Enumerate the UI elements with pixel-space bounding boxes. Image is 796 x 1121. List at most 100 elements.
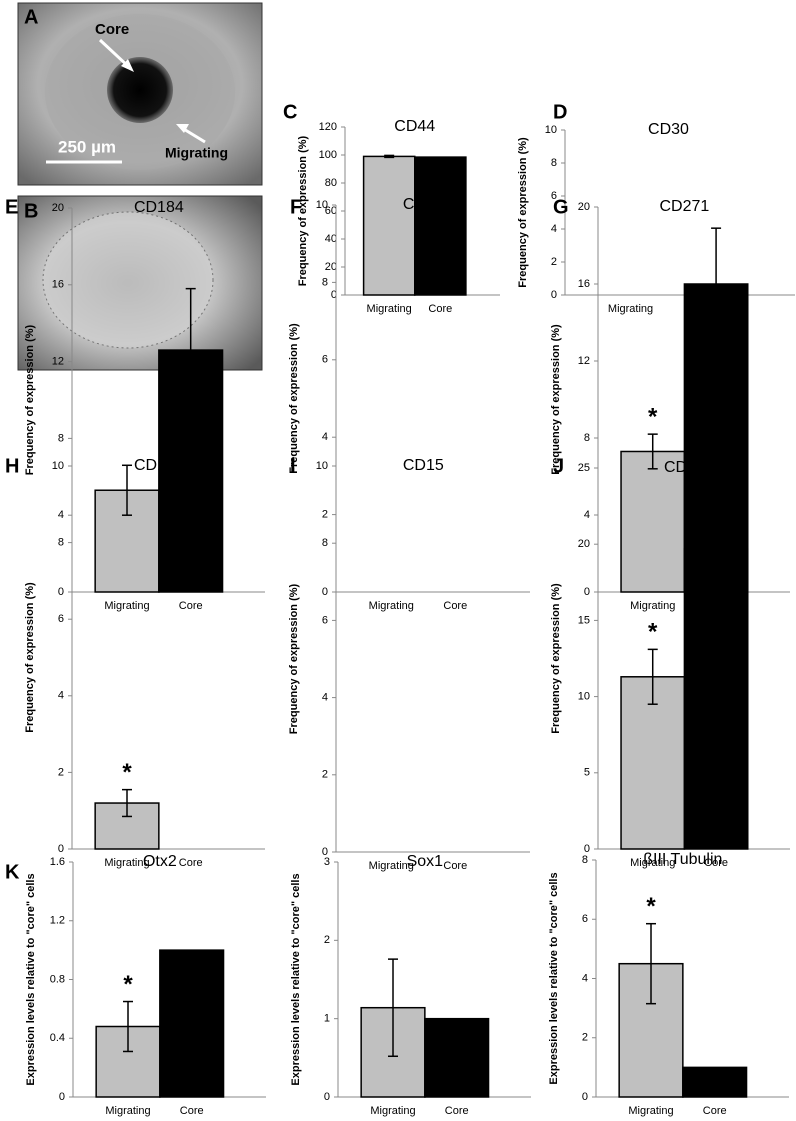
y-tick-label: 10 [545,124,557,136]
x-tick-label: Migrating [367,303,412,315]
y-tick-label: 2 [551,256,557,268]
panel-letter: H [5,455,19,477]
core-spot [107,57,173,123]
panel-letter: C [283,101,297,123]
chart-panel: F 0 2 4 6 8 10 CD26 Frequency of expression (%) M… [288,196,530,612]
chart-panel: H 0 2 4 6 8 10 CD133 Frequency of expression (%)… [5,455,265,869]
chart-title: CD271 [659,198,709,215]
panel-letter: E [5,196,18,218]
x-tick-label: Core [179,600,203,612]
chart-panel: J 0 5 10 15 20 25 CD24 Frequency of expression (… [550,455,790,869]
chart-title: CD44 [394,118,435,135]
arrowhead [121,59,134,72]
chart-title: CD24 [664,459,705,476]
y-tick-label: 1.2 [50,915,65,927]
y-tick-label: 4 [551,223,557,235]
y-tick-label: 0 [324,1091,330,1103]
panel-letter: I [290,455,296,477]
y-axis-label: Frequency of expression (%) [550,324,562,475]
y-tick-label: 16 [52,279,64,291]
bar [424,1017,490,1098]
y-tick-label: 2 [324,934,330,946]
x-tick-label: Migrating [104,600,149,612]
y-tick-label: 20 [52,202,64,214]
y-axis-label: Frequency of expression (%) [24,582,36,733]
y-tick-label: 8 [322,276,328,288]
y-tick-label: 2 [58,766,64,778]
significance-star: * [648,403,658,430]
y-tick-label: 3 [324,856,330,868]
y-tick-label: 4 [58,509,64,521]
x-tick-label: Migrating [104,857,149,869]
x-tick-label: Migrating [369,860,414,872]
panel-letter: J [553,455,564,477]
y-axis-label: Frequency of expression (%) [24,324,36,475]
y-tick-label: 80 [325,177,337,189]
significance-star: * [646,893,656,920]
y-tick-label: 2 [322,509,328,521]
y-tick-label: 6 [582,913,588,925]
y-tick-label: 0 [331,289,337,301]
chart-title: ßIII Tubulin [643,851,722,868]
y-tick-label: 10 [52,460,64,472]
y-tick-label: 10 [578,691,590,703]
chart-title: Sox1 [407,853,444,870]
y-tick-label: 0 [58,843,64,855]
x-tick-label: Migrating [370,1105,415,1117]
chart-title: CD30 [648,121,689,138]
x-tick-label: Core [704,857,728,869]
x-tick-label: Migrating [105,1105,150,1117]
y-tick-label: 10 [316,460,328,472]
y-tick-label: 20 [578,538,590,550]
x-tick-label: Migrating [630,600,675,612]
x-tick-label: Core [445,1105,469,1117]
chart-title: CD133 [134,457,184,474]
y-tick-label: 25 [578,462,590,474]
y-tick-label: 5 [584,767,590,779]
y-tick-label: 1 [324,1013,330,1025]
image-a: A Core Migrating 250 µm [17,2,263,186]
significance-star: * [123,971,133,998]
chart-panel: 0 1 2 3 Sox1 Expression levels relative to "c… [290,853,531,1117]
y-tick-label: 0 [322,846,328,858]
x-tick-label: Core [443,600,467,612]
y-tick-label: 12 [578,355,590,367]
annotation: Core [95,21,129,38]
chart-title: Otx2 [143,853,177,870]
bar [414,156,467,296]
y-tick-label: 6 [322,354,328,366]
y-axis-label: Expression levels relative to "core" cel… [25,873,37,1085]
panel-letter: G [553,196,569,218]
panel-letter: B [24,200,38,222]
y-tick-label: 6 [58,613,64,625]
y-axis-label: Expression levels relative to "core" cel… [290,873,302,1085]
y-tick-label: 4 [582,972,588,984]
y-tick-label: 8 [58,537,64,549]
chart-panel: I 0 2 4 6 8 10 CD15 Frequency of expression (%) M… [288,455,530,872]
arrow [181,126,206,144]
cell-cloud [42,211,214,349]
x-tick-label: Migrating [608,303,653,315]
y-axis-label: Frequency of expression (%) [288,323,300,474]
significance-star: * [648,619,658,646]
x-tick-label: Core [179,857,203,869]
y-axis-label: Frequency of expression (%) [550,583,562,734]
y-tick-label: 4 [322,431,328,443]
y-tick-label: 4 [58,690,64,702]
y-tick-label: 10 [316,199,328,211]
x-tick-label: Core [443,860,467,872]
panel-letter: A [24,6,38,28]
chart-panel: E 0 4 8 12 16 20 CD184 Frequency of expression (… [5,196,265,612]
y-tick-label: 0 [551,289,557,301]
chart-panel: C 0 20 40 60 80 100 120 CD44 Frequency of express… [283,101,500,315]
y-tick-label: 6 [551,190,557,202]
y-tick-label: 12 [52,356,64,368]
y-tick-label: 6 [322,614,328,626]
y-tick-label: 40 [325,233,337,245]
y-tick-label: 4 [584,509,590,521]
y-tick-label: 120 [319,121,337,133]
y-tick-label: 0 [582,1091,588,1103]
y-tick-label: 8 [551,157,557,169]
